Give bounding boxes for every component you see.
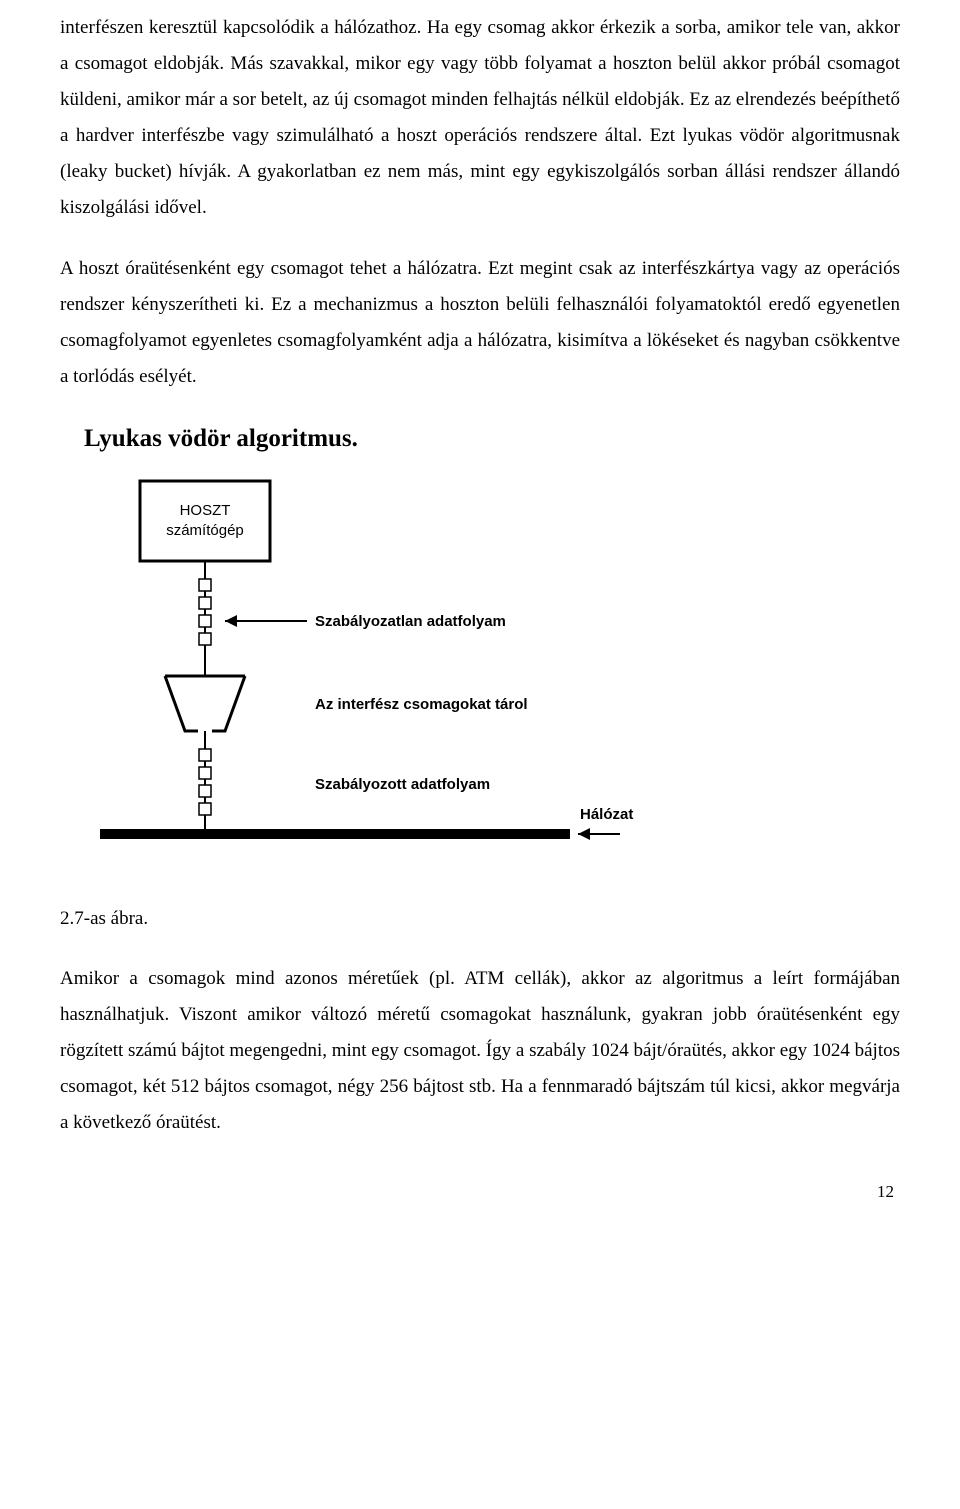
label-network: Hálózat	[580, 806, 633, 823]
paragraph-1: interfészen keresztül kapcsolódik a háló…	[60, 10, 900, 227]
paragraph-2: A hoszt óraütésenként egy csomagot tehet…	[60, 251, 900, 395]
label-interface: Az interfész csomagokat tárol	[315, 696, 528, 713]
label-regulated: Szabályozott adatfolyam	[315, 776, 490, 793]
page-number: 12	[60, 1182, 900, 1202]
figure-title: Lyukas vödör algoritmus.	[84, 425, 900, 453]
host-label-1: HOSZT	[180, 502, 231, 519]
paragraph-3: Amikor a csomagok mind azonos méretűek (…	[60, 961, 900, 1141]
label-unregulated: Szabályozatlan adatfolyam	[315, 613, 506, 630]
host-label-2: számítógép	[166, 522, 244, 539]
document-page: interfészen keresztül kapcsolódik a háló…	[0, 0, 960, 1232]
figure-caption: 2.7-as ábra.	[60, 901, 900, 937]
figure-diagram: HOSZT számítógép Szabályozatlan adatfoly…	[80, 471, 640, 871]
figure-leaky-bucket: Lyukas vödör algoritmus. HOSZT számítógé…	[60, 425, 900, 871]
